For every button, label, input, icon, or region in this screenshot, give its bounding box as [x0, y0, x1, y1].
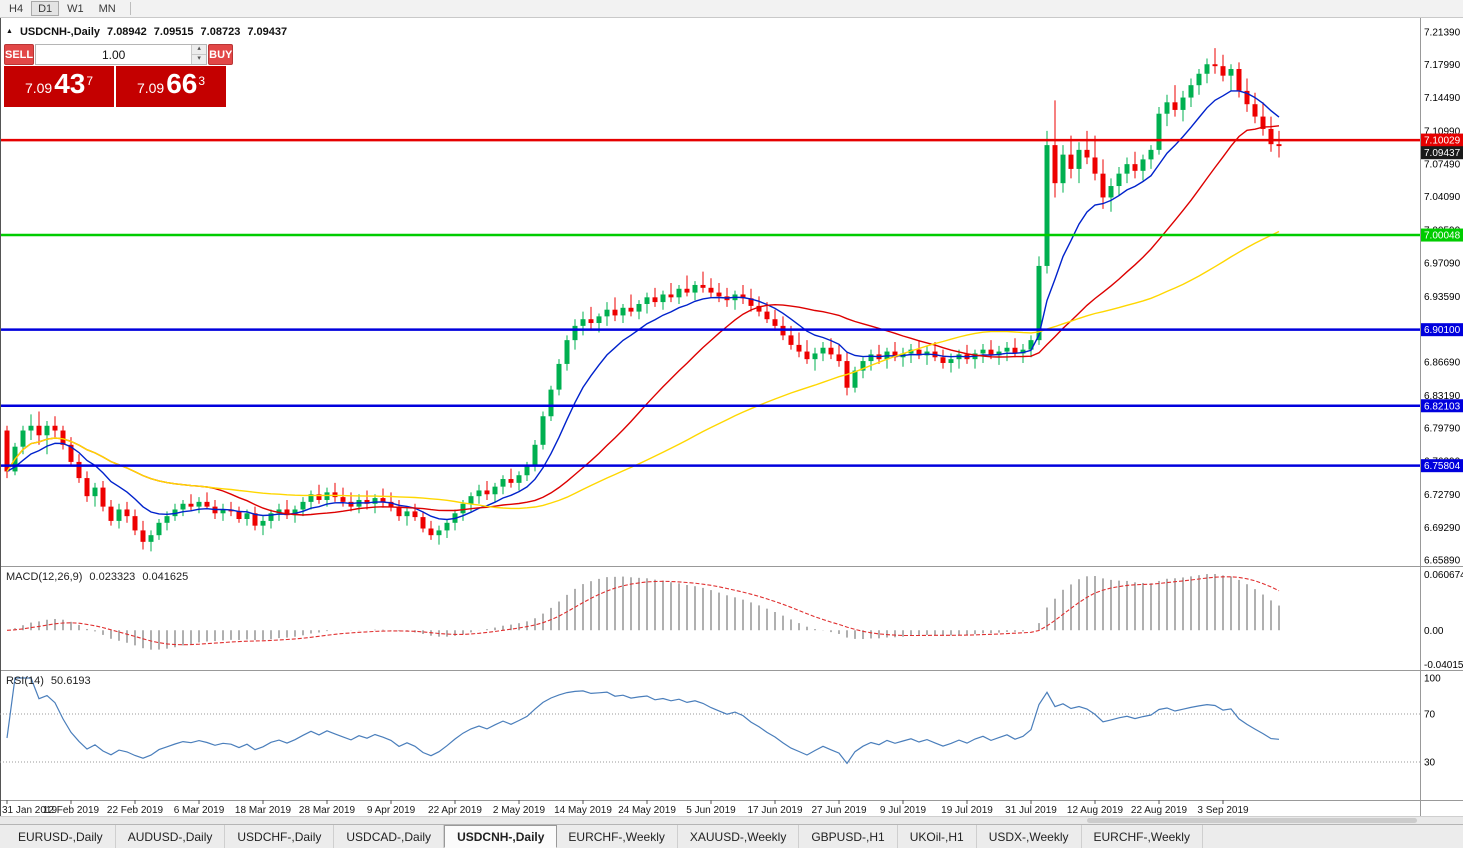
- svg-text:24 May 2019: 24 May 2019: [618, 805, 676, 816]
- svg-text:7.14490: 7.14490: [1424, 93, 1461, 104]
- svg-text:6.75804: 6.75804: [1424, 461, 1461, 472]
- chart-tab-usdchf-daily[interactable]: USDCHF-,Daily: [225, 825, 335, 848]
- svg-text:31 Jul 2019: 31 Jul 2019: [1005, 805, 1057, 816]
- chart-area[interactable]: 7.21390 7.17990 7.14490 7.10990 7.07490 7.040…: [0, 18, 1463, 816]
- volume-input[interactable]: [36, 45, 192, 64]
- svg-text:6.82103: 6.82103: [1424, 401, 1461, 412]
- svg-text:100: 100: [1424, 674, 1441, 685]
- chart-tab-eurchf-weekly[interactable]: EURCHF-,Weekly: [1082, 825, 1203, 848]
- svg-text:6.97090: 6.97090: [1424, 259, 1461, 270]
- buy-price-point: 3: [198, 74, 206, 88]
- svg-text:6.72790: 6.72790: [1424, 490, 1461, 501]
- one-click-trading-panel: SELL ▴ ▾ BUY 7.09 43 7 7.09: [4, 44, 234, 107]
- svg-text:7.09437: 7.09437: [1424, 148, 1461, 159]
- sell-price-pips: 43: [54, 68, 86, 99]
- svg-text:9 Apr 2019: 9 Apr 2019: [367, 805, 416, 816]
- svg-text:22 Apr 2019: 22 Apr 2019: [428, 805, 482, 816]
- svg-text:6.90100: 6.90100: [1424, 325, 1461, 336]
- chart-tab-eurchf-weekly[interactable]: EURCHF-,Weekly: [556, 825, 678, 848]
- svg-text:3 Sep 2019: 3 Sep 2019: [1197, 805, 1249, 816]
- buy-price-pips: 66: [166, 68, 198, 99]
- svg-text:6.65890: 6.65890: [1424, 556, 1461, 567]
- sell-price-point: 7: [86, 74, 94, 88]
- svg-text:17 Jun 2019: 17 Jun 2019: [747, 805, 802, 816]
- buy-price-prefix: 7.09: [136, 80, 165, 96]
- svg-text:70: 70: [1424, 710, 1436, 721]
- svg-text:12 Aug 2019: 12 Aug 2019: [1067, 805, 1124, 816]
- svg-text:27 Jun 2019: 27 Jun 2019: [811, 805, 866, 816]
- timeframe-toolbar: H4 D1 W1 MN: [0, 0, 1463, 18]
- timeframe-button-d1[interactable]: D1: [31, 1, 60, 16]
- chart-tab-gbpusd-h1[interactable]: GBPUSD-,H1: [799, 825, 898, 848]
- svg-text:-0.040152: -0.040152: [1424, 660, 1463, 671]
- svg-text:31 Jan 2019: 31 Jan 2019: [2, 805, 57, 816]
- svg-text:19 Jul 2019: 19 Jul 2019: [941, 805, 993, 816]
- buy-button[interactable]: BUY: [208, 44, 234, 65]
- svg-text:22 Feb 2019: 22 Feb 2019: [107, 805, 164, 816]
- chart-tab-usdcnh-daily[interactable]: USDCNH-,Daily: [444, 825, 558, 848]
- chart-tab-ukoil-h1[interactable]: UKOil-,H1: [898, 825, 977, 848]
- timeframe-button-group: H4 D1 W1 MN: [2, 1, 124, 16]
- svg-text:7.10029: 7.10029: [1424, 136, 1461, 147]
- svg-text:7.21390: 7.21390: [1424, 28, 1461, 39]
- svg-text:7.04090: 7.04090: [1424, 192, 1461, 203]
- scrollbar-thumb[interactable]: [1087, 818, 1417, 823]
- volume-control: ▴ ▾: [35, 44, 208, 65]
- sell-price-prefix: 7.09: [24, 80, 53, 96]
- chart-tab-bar: EURUSD-,Daily AUDUSD-,Daily USDCHF-,Daily U…: [0, 824, 1463, 848]
- timeframe-button-mn[interactable]: MN: [92, 1, 123, 16]
- volume-spinner: ▴ ▾: [191, 45, 207, 64]
- chart-tab-audusd-daily[interactable]: AUDUSD-,Daily: [116, 825, 226, 848]
- svg-text:7.07490: 7.07490: [1424, 160, 1461, 171]
- timeframe-button-w1[interactable]: W1: [60, 1, 91, 16]
- toolbar-separator: [129, 2, 131, 15]
- svg-text:7.17990: 7.17990: [1424, 60, 1461, 71]
- svg-text:28 Mar 2019: 28 Mar 2019: [299, 805, 356, 816]
- sell-price-display[interactable]: 7.09 43 7: [4, 66, 114, 107]
- svg-text:2 May 2019: 2 May 2019: [493, 805, 546, 816]
- chart-tab-usdx-weekly[interactable]: USDX-,Weekly: [977, 825, 1082, 848]
- svg-text:6.69290: 6.69290: [1424, 523, 1461, 534]
- svg-text:6 Mar 2019: 6 Mar 2019: [174, 805, 225, 816]
- chart-tab-eurusd-daily[interactable]: EURUSD-,Daily: [6, 825, 116, 848]
- horizontal-scrollbar[interactable]: [0, 816, 1463, 824]
- sell-button[interactable]: SELL: [4, 44, 35, 65]
- svg-text:7.10990: 7.10990: [1424, 126, 1461, 137]
- svg-text:6.79790: 6.79790: [1424, 423, 1461, 434]
- svg-text:22 Aug 2019: 22 Aug 2019: [1131, 805, 1188, 816]
- svg-text:6.86690: 6.86690: [1424, 358, 1461, 369]
- svg-text:5 Jun 2019: 5 Jun 2019: [686, 805, 736, 816]
- svg-text:6.93590: 6.93590: [1424, 292, 1461, 303]
- svg-text:12 Feb 2019: 12 Feb 2019: [43, 805, 100, 816]
- volume-decrease-button[interactable]: ▾: [192, 55, 207, 64]
- timeframe-button-h4[interactable]: H4: [2, 1, 30, 16]
- svg-text:30: 30: [1424, 758, 1436, 769]
- candlestick-chart-canvas[interactable]: 7.21390 7.17990 7.14490 7.10990 7.07490 7.040…: [0, 18, 1463, 816]
- volume-increase-button[interactable]: ▴: [192, 45, 207, 55]
- svg-text:7.00048: 7.00048: [1424, 231, 1461, 242]
- chart-tab-xauusd-weekly[interactable]: XAUUSD-,Weekly: [678, 825, 800, 848]
- svg-text:9 Jul 2019: 9 Jul 2019: [880, 805, 927, 816]
- svg-text:14 May 2019: 14 May 2019: [554, 805, 612, 816]
- svg-text:0.060674: 0.060674: [1424, 570, 1463, 581]
- chart-tab-usdcad-daily[interactable]: USDCAD-,Daily: [334, 825, 445, 848]
- svg-text:0.00: 0.00: [1424, 626, 1444, 637]
- svg-text:18 Mar 2019: 18 Mar 2019: [235, 805, 292, 816]
- svg-text:6.83190: 6.83190: [1424, 391, 1461, 402]
- buy-price-display[interactable]: 7.09 66 3: [116, 66, 226, 107]
